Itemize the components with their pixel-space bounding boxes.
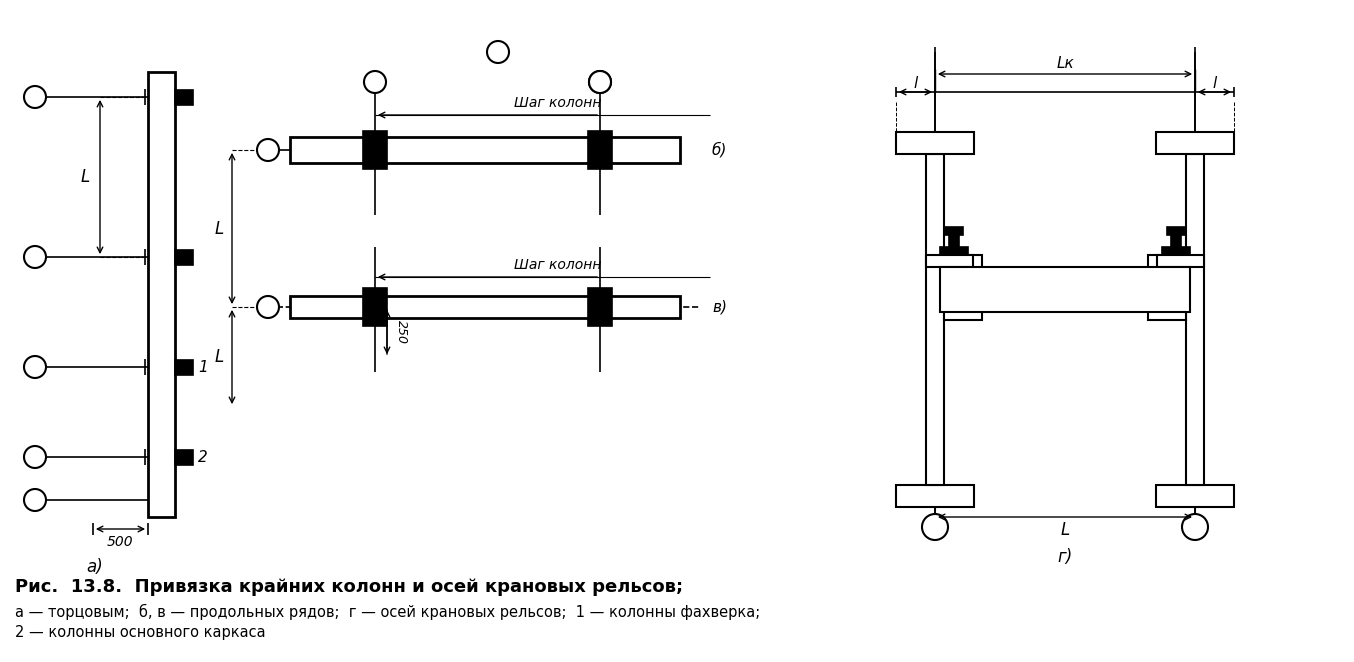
Bar	[1186, 154, 1204, 485]
Circle shape	[24, 86, 46, 108]
Circle shape	[257, 296, 279, 318]
Text: L: L	[81, 168, 89, 186]
Bar	[926, 154, 944, 485]
Bar	[1171, 234, 1181, 246]
Text: б): б)	[712, 142, 727, 158]
Text: 500: 500	[107, 535, 134, 549]
Text: г): г)	[1057, 548, 1072, 566]
Bar	[588, 288, 612, 326]
Bar	[363, 131, 387, 169]
Bar	[588, 131, 612, 169]
Bar	[1156, 132, 1233, 154]
Bar	[940, 246, 968, 254]
Text: Lк: Lк	[1056, 56, 1074, 71]
Bar	[945, 226, 963, 234]
Text: Шаг колонн: Шаг колонн	[513, 258, 601, 272]
Circle shape	[24, 446, 46, 468]
Circle shape	[589, 71, 611, 93]
Bar	[175, 359, 194, 375]
Bar	[1162, 246, 1190, 254]
Bar	[363, 288, 387, 326]
Bar	[290, 137, 680, 163]
Text: 1: 1	[198, 359, 207, 375]
Bar	[949, 234, 959, 246]
Bar	[1158, 254, 1204, 267]
Bar	[896, 485, 974, 507]
Bar	[944, 254, 982, 320]
Bar	[940, 267, 1190, 312]
Text: L: L	[215, 220, 223, 238]
Bar	[290, 296, 680, 318]
Circle shape	[24, 246, 46, 268]
Text: Рис.  13.8.  Привязка крайних колонн и осей крановых рельсов;: Рис. 13.8. Привязка крайних колонн и осе…	[15, 578, 684, 596]
Bar	[926, 254, 974, 267]
Bar	[896, 132, 974, 154]
Text: 250: 250	[394, 320, 408, 344]
Text: L: L	[1060, 521, 1070, 539]
Circle shape	[24, 489, 46, 511]
Text: L: L	[215, 348, 223, 366]
Circle shape	[257, 139, 279, 161]
Text: 2: 2	[198, 449, 207, 465]
Text: l: l	[914, 75, 918, 91]
Bar	[148, 72, 175, 517]
Text: а): а)	[87, 558, 103, 576]
Bar	[175, 89, 194, 105]
Text: l: l	[1212, 75, 1217, 91]
Circle shape	[364, 71, 386, 93]
Text: Шаг колонн: Шаг колонн	[513, 96, 601, 110]
Circle shape	[24, 356, 46, 378]
Circle shape	[487, 41, 509, 63]
Text: а — торцовым;  б, в — продольных рядов;  г — осей крановых рельсов;  1 — колонны: а — торцовым; б, в — продольных рядов; г…	[15, 604, 760, 620]
Text: в): в)	[712, 299, 727, 314]
Bar	[1148, 254, 1186, 320]
Bar	[175, 250, 194, 265]
Bar	[1156, 485, 1233, 507]
Bar	[1167, 226, 1185, 234]
Bar	[175, 449, 194, 465]
Circle shape	[589, 71, 611, 93]
Text: 2 — колонны основного каркаса: 2 — колонны основного каркаса	[15, 624, 265, 639]
Circle shape	[922, 514, 948, 540]
Circle shape	[1182, 514, 1208, 540]
